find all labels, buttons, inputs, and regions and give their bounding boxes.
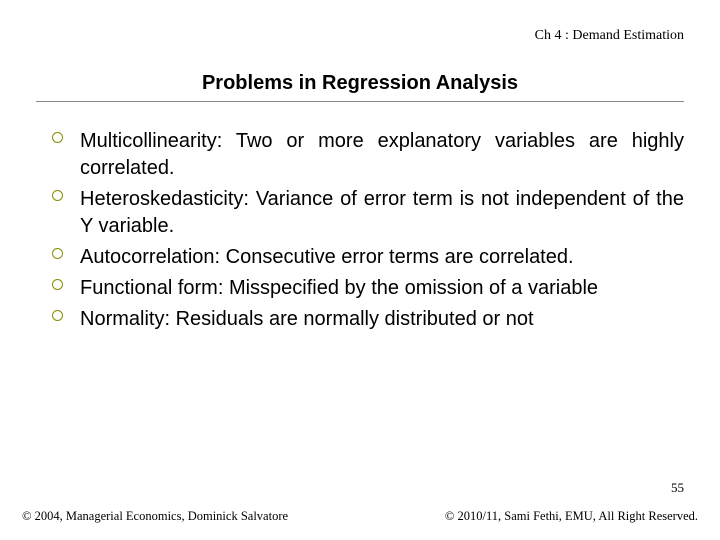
circle-bullet-icon [52, 279, 63, 290]
list-item-text: Multicollinearity: Two or more explanato… [80, 130, 684, 179]
bullet-list: Multicollinearity: Two or more explanato… [36, 128, 684, 333]
list-item: Normality: Residuals are normally distri… [36, 306, 684, 333]
page-title: Problems in Regression Analysis [36, 72, 684, 95]
circle-bullet-icon [52, 248, 63, 259]
circle-bullet-icon [52, 190, 63, 201]
footer-left: © 2004, Managerial Economics, Dominick S… [22, 509, 288, 524]
slide-page: Ch 4 : Demand Estimation Problems in Reg… [0, 0, 720, 540]
chapter-header: Ch 4 : Demand Estimation [36, 28, 684, 44]
footer: © 2004, Managerial Economics, Dominick S… [22, 509, 698, 524]
list-item-text: Normality: Residuals are normally distri… [80, 308, 534, 330]
list-item-text: Autocorrelation: Consecutive error terms… [80, 246, 574, 268]
title-rule [36, 101, 684, 102]
list-item: Multicollinearity: Two or more explanato… [36, 128, 684, 182]
list-item: Autocorrelation: Consecutive error terms… [36, 244, 684, 271]
footer-right: © 2010/11, Sami Fethi, EMU, All Right Re… [445, 509, 698, 524]
list-item: Functional form: Misspecified by the omi… [36, 275, 684, 302]
circle-bullet-icon [52, 310, 63, 321]
list-item-text: Heteroskedasticity: Variance of error te… [80, 188, 684, 237]
circle-bullet-icon [52, 132, 63, 143]
list-item-text: Functional form: Misspecified by the omi… [80, 277, 598, 299]
page-number: 55 [671, 480, 684, 496]
list-item: Heteroskedasticity: Variance of error te… [36, 186, 684, 240]
